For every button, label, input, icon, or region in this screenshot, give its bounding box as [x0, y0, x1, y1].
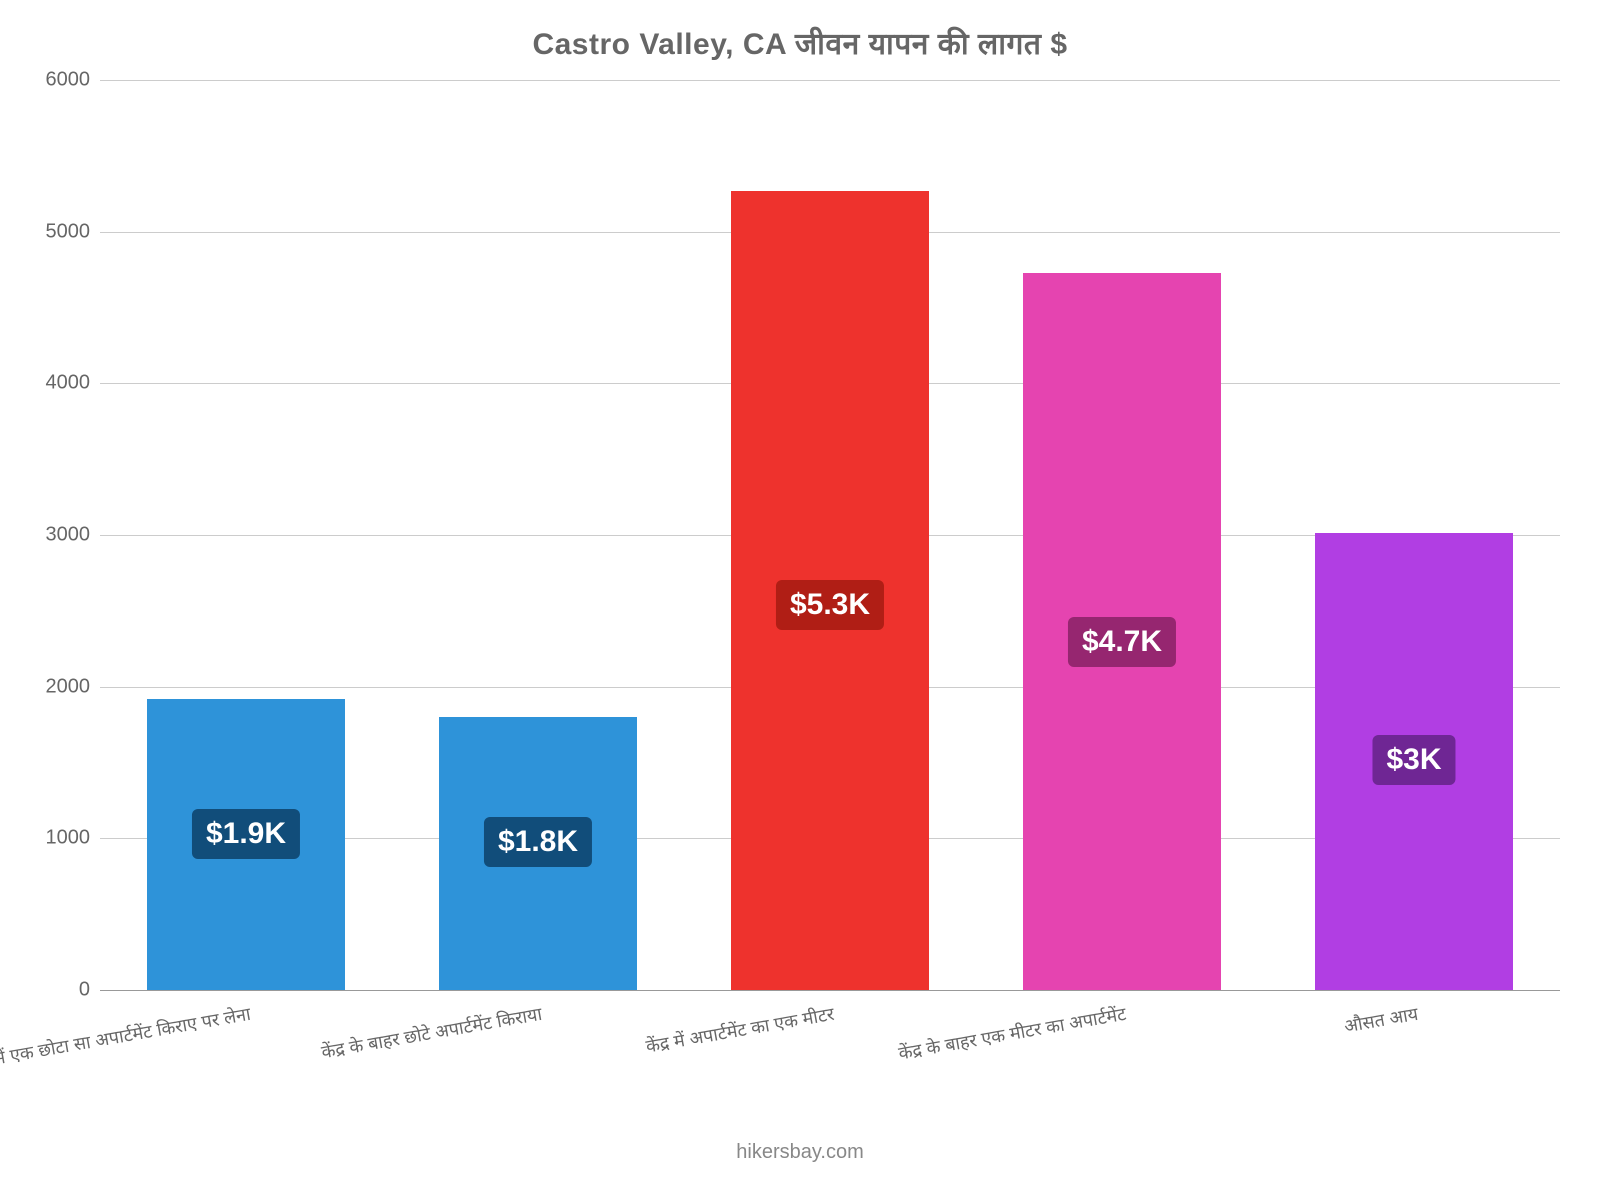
x-tick-label: केंद्र में अपार्टमेंट का एक मीटर — [642, 990, 836, 1059]
bar-value-label: $1.8K — [484, 817, 592, 867]
y-tick-label: 0 — [79, 979, 100, 1002]
bar-value-label: $1.9K — [192, 809, 300, 859]
bar-value-label: $5.3K — [776, 580, 884, 630]
bar: $3K — [1315, 533, 1514, 990]
chart-title: Castro Valley, CA जीवन यापन की लागत $ — [0, 0, 1600, 63]
bar: $1.8K — [439, 717, 638, 990]
y-tick-label: 1000 — [46, 827, 101, 850]
x-tick-label: केंद्र के बाहर एक मीटर का अपार्टमेंट — [895, 990, 1128, 1066]
y-tick-label: 3000 — [46, 524, 101, 547]
bar: $1.9K — [147, 699, 346, 990]
bar: $4.7K — [1023, 273, 1222, 990]
bar-value-label: $4.7K — [1068, 617, 1176, 667]
y-tick-label: 5000 — [46, 220, 101, 243]
x-tick-label: औसत आय — [1340, 990, 1420, 1038]
bar-value-label: $3K — [1372, 735, 1455, 785]
x-tick-label: केंद्र के बाहर छोटे अपार्टमेंट किराया — [318, 990, 544, 1064]
plot-area: 0100020003000400050006000$1.9Kकेंद्र में… — [100, 80, 1560, 990]
y-tick-label: 2000 — [46, 675, 101, 698]
y-tick-label: 6000 — [46, 69, 101, 92]
y-tick-label: 4000 — [46, 372, 101, 395]
grid-line — [100, 80, 1560, 81]
attribution-text: hikersbay.com — [736, 1141, 863, 1164]
x-tick-label: केंद्र में एक छोटा सा अपार्टमेंट किराए प… — [0, 990, 252, 1076]
bar: $5.3K — [731, 191, 930, 990]
chart-container: Castro Valley, CA जीवन यापन की लागत $ 01… — [0, 0, 1600, 1200]
